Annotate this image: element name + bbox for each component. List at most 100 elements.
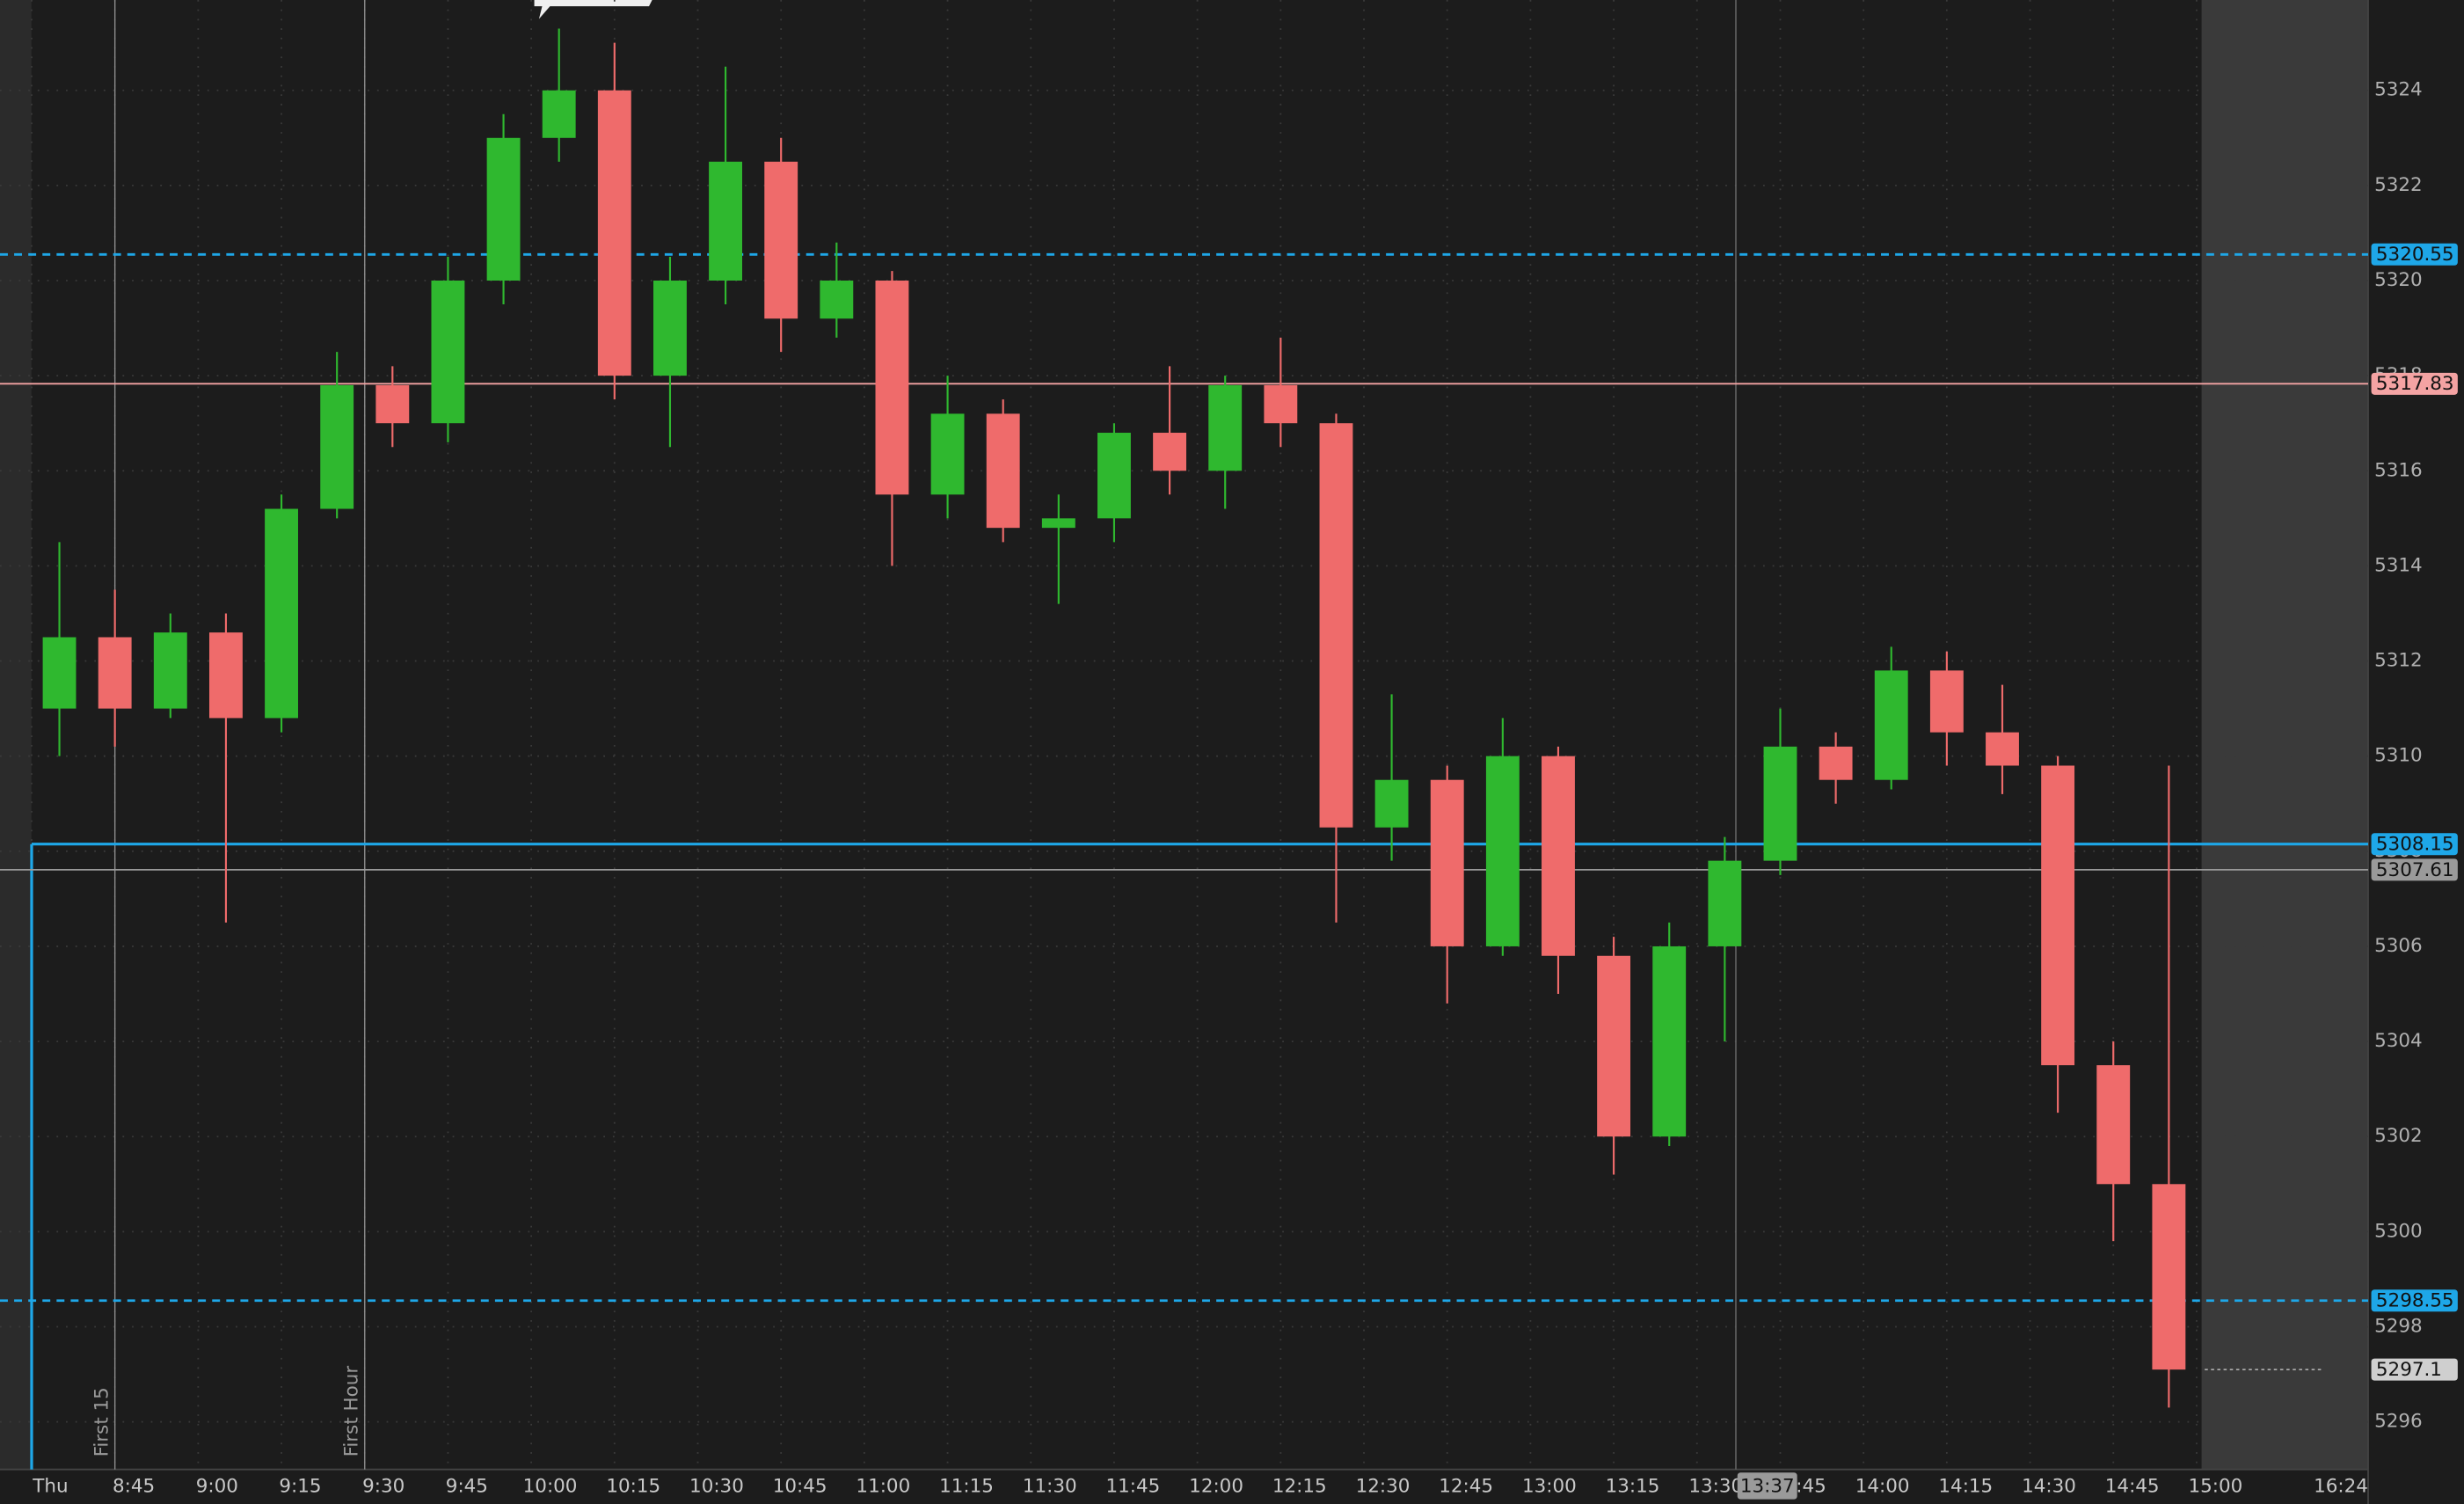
y-tick-label: 5304 (2374, 1030, 2423, 1052)
x-tick-label: 15:00 (2188, 1475, 2242, 1497)
candle-body (1097, 433, 1131, 519)
x-tick-label: 11:15 (939, 1475, 994, 1497)
candle-body (1874, 670, 1908, 780)
y-tick-label: 5312 (2374, 650, 2423, 672)
candle-body (653, 280, 687, 376)
price-label-box (2371, 243, 2458, 266)
candle-body (375, 384, 410, 424)
candle-body (1153, 433, 1187, 471)
x-tick-label: 11:30 (1023, 1475, 1077, 1497)
x-tick-label: 14:00 (1855, 1475, 1910, 1497)
y-tick-label: 5306 (2374, 935, 2423, 957)
x-tick-label: 10:45 (773, 1475, 827, 1497)
candle-body (98, 637, 132, 709)
high-marker (534, 0, 652, 19)
price-label-box (2371, 372, 2458, 395)
marker-label: First Hour (340, 1366, 362, 1457)
candle-body (1542, 756, 1575, 956)
price-label-box (2371, 1358, 2458, 1381)
x-tick-label: 8:45 (113, 1475, 155, 1497)
candle-body (1041, 518, 1075, 529)
marker-label: First 15 (91, 1387, 113, 1457)
x-tick-label: 12:30 (1356, 1475, 1411, 1497)
y-tick-label: 5302 (2374, 1125, 2423, 1147)
x-tick-label: 11:45 (1106, 1475, 1161, 1497)
price-label: 5298.55 (2376, 1290, 2454, 1312)
candle-body (265, 508, 298, 719)
x-tick-label: 12:00 (1189, 1475, 1243, 1497)
x-tick-label: 11:00 (856, 1475, 910, 1497)
y-tick-label: 5322 (2374, 174, 2423, 196)
y-tick-label: 5298 (2374, 1315, 2423, 1337)
crosshair-box (1737, 1472, 1797, 1500)
candle-body (42, 637, 77, 709)
candle-body (1819, 746, 1853, 780)
candle-body (2152, 1184, 2186, 1370)
candle-body (986, 413, 1020, 529)
x-tick-label: 12:45 (1439, 1475, 1493, 1497)
x-tick-label: 14:45 (2105, 1475, 2160, 1497)
candle-body (1763, 746, 1797, 861)
x-tick-label: 10:30 (689, 1475, 744, 1497)
x-tick-label: Thu (32, 1475, 68, 1497)
afterhours-shade (2201, 0, 2368, 1470)
x-tick-label: 16:24 (2314, 1475, 2368, 1497)
y-tick-label: 5300 (2374, 1220, 2423, 1242)
candle-body (431, 280, 465, 424)
candle-body (764, 161, 798, 319)
candle-body (320, 384, 354, 509)
candle-body (542, 90, 576, 138)
candle-body (1929, 670, 1964, 733)
price-label: 5317.83 (2376, 373, 2454, 395)
candle-body (486, 137, 521, 281)
x-tick-label: 9:30 (362, 1475, 405, 1497)
y-tick-label: 5314 (2374, 554, 2423, 576)
candle-body (208, 632, 243, 719)
x-tick-label: 13:15 (1606, 1475, 1660, 1497)
premarket-shade (0, 0, 32, 1470)
candle-body (1652, 945, 1687, 1137)
x-tick-label: 10:00 (523, 1475, 578, 1497)
price-label: 5308.15 (2376, 834, 2454, 856)
price-label-box (2371, 858, 2458, 881)
y-tick-label: 5320 (2374, 269, 2423, 291)
candle-body (1208, 384, 1243, 471)
candle-body (1597, 955, 1631, 1137)
candle-body (1264, 384, 1298, 424)
crosshair-label: 13:37 (1740, 1475, 1795, 1497)
x-tick-label: 12:15 (1272, 1475, 1327, 1497)
price-label: 5320.55 (2376, 244, 2454, 266)
x-tick-label: 10:15 (606, 1475, 660, 1497)
x-tick-label: 9:15 (279, 1475, 321, 1497)
candle-body (1485, 756, 1520, 946)
price-label: 5307.61 (2376, 859, 2454, 881)
x-tick-label: 13:30 (1688, 1475, 1743, 1497)
x-tick-label: 9:45 (446, 1475, 488, 1497)
candle-body (930, 413, 965, 495)
y-tick-label: 5316 (2374, 459, 2423, 481)
x-tick-label: 9:00 (196, 1475, 238, 1497)
candle-body (1986, 732, 2019, 766)
candle-body (709, 161, 743, 281)
y-tick-label: 5324 (2374, 79, 2423, 101)
x-tick-label: 13:00 (1522, 1475, 1577, 1497)
candle-body (153, 632, 187, 709)
candle-body (2041, 765, 2075, 1066)
candle-body (2096, 1065, 2131, 1185)
price-label-box (2371, 1289, 2458, 1312)
candle-body (1374, 779, 1409, 828)
candle-body (1319, 423, 1353, 828)
x-tick-label: 14:15 (1938, 1475, 1993, 1497)
x-tick-label: 14:30 (2022, 1475, 2076, 1497)
price-label-box (2371, 833, 2458, 856)
y-tick-label: 5310 (2374, 745, 2423, 767)
candle-body (1708, 860, 1742, 946)
y-tick-label: 5296 (2374, 1411, 2423, 1433)
candle-body (597, 90, 631, 376)
candle-body (1430, 779, 1464, 946)
price-label: 5297.1 (2376, 1359, 2442, 1381)
candle-body (820, 280, 854, 319)
candle-body (875, 280, 909, 495)
